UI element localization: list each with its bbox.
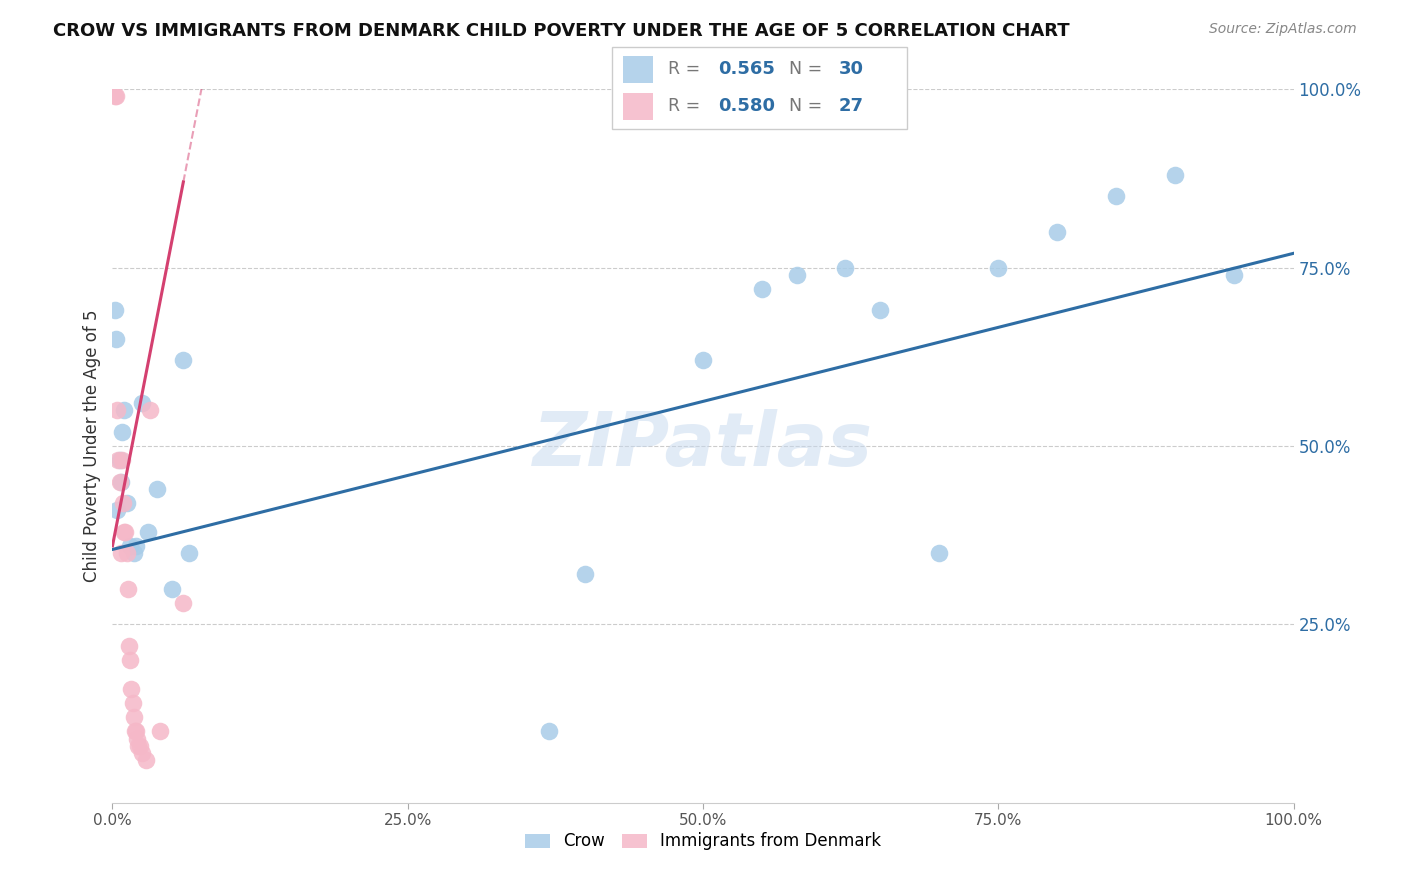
Point: [139, 403, 162, 417]
Point: [111, 453, 134, 467]
Point: [869, 303, 891, 318]
Point: [120, 539, 142, 553]
Point: [128, 739, 150, 753]
Point: [107, 453, 129, 467]
Text: Source: ZipAtlas.com: Source: ZipAtlas.com: [1209, 22, 1357, 37]
Point: [110, 475, 132, 489]
Text: N =: N =: [789, 97, 828, 115]
Legend: Crow, Immigrants from Denmark: Crow, Immigrants from Denmark: [516, 824, 890, 859]
Point: [751, 282, 773, 296]
Text: 0.580: 0.580: [718, 97, 775, 115]
Point: [574, 567, 596, 582]
Point: [834, 260, 856, 275]
Point: [120, 681, 142, 696]
Point: [125, 539, 148, 553]
Point: [538, 724, 561, 739]
Point: [1164, 168, 1187, 182]
Point: [115, 546, 138, 560]
Point: [114, 524, 136, 539]
Point: [146, 482, 169, 496]
Point: [108, 453, 131, 467]
Point: [1046, 225, 1069, 239]
Text: R =: R =: [668, 61, 706, 78]
Point: [122, 546, 145, 560]
Point: [160, 582, 183, 596]
Point: [105, 332, 128, 346]
Point: [1223, 268, 1246, 282]
Point: [124, 724, 146, 739]
Point: [131, 746, 153, 760]
Point: [120, 653, 142, 667]
Point: [110, 546, 132, 560]
Text: CROW VS IMMIGRANTS FROM DENMARK CHILD POVERTY UNDER THE AGE OF 5 CORRELATION CHA: CROW VS IMMIGRANTS FROM DENMARK CHILD PO…: [53, 22, 1070, 40]
Bar: [623, 56, 652, 83]
Point: [172, 596, 194, 610]
Point: [121, 696, 143, 710]
Point: [928, 546, 950, 560]
Text: 0.565: 0.565: [718, 61, 775, 78]
Point: [117, 582, 139, 596]
Point: [105, 89, 128, 103]
Point: [111, 425, 134, 439]
Text: 30: 30: [839, 61, 863, 78]
Point: [692, 353, 714, 368]
Point: [118, 639, 141, 653]
Text: 27: 27: [839, 97, 863, 115]
Point: [108, 475, 131, 489]
Point: [1105, 189, 1128, 203]
Point: [104, 89, 127, 103]
Point: [112, 403, 135, 417]
Point: [987, 260, 1010, 275]
Text: ZIPatlas: ZIPatlas: [533, 409, 873, 483]
Y-axis label: Child Poverty Under the Age of 5: Child Poverty Under the Age of 5: [83, 310, 101, 582]
Point: [786, 268, 808, 282]
Point: [127, 739, 149, 753]
Point: [112, 496, 135, 510]
Point: [104, 303, 127, 318]
Point: [105, 403, 128, 417]
Point: [135, 753, 157, 767]
Point: [105, 503, 128, 517]
Point: [172, 353, 194, 368]
Point: [131, 396, 153, 410]
Text: N =: N =: [789, 61, 828, 78]
Text: R =: R =: [668, 97, 706, 115]
Point: [115, 496, 138, 510]
Point: [179, 546, 201, 560]
Point: [112, 524, 135, 539]
Point: [149, 724, 172, 739]
Point: [122, 710, 145, 724]
Point: [125, 724, 148, 739]
Bar: [623, 94, 652, 120]
FancyBboxPatch shape: [612, 47, 907, 129]
Point: [127, 731, 149, 746]
Point: [136, 524, 159, 539]
